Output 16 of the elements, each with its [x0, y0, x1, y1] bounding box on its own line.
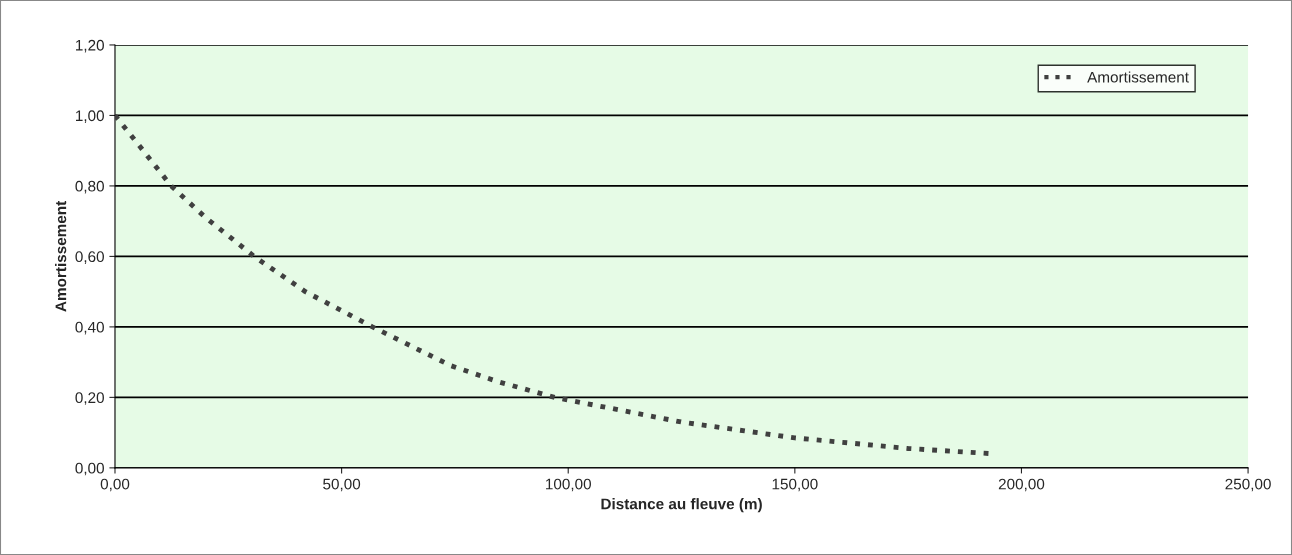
- y-tick-label: 1,00: [76, 110, 104, 123]
- y-tick-label: 0,80: [75, 180, 104, 194]
- legend-label: Amortissement: [1087, 71, 1189, 83]
- y-axis-title: Amortissement: [55, 200, 67, 312]
- x-axis-title: Distance au fleuve (m): [601, 498, 762, 513]
- y-tick-label: 0,20: [75, 392, 104, 405]
- x-tick-label: 50,00: [323, 478, 361, 492]
- x-tick-label: 0,00: [100, 478, 130, 492]
- y-tick-label: 0,00: [75, 462, 104, 476]
- x-tick-label: 200,00: [998, 478, 1045, 492]
- x-tick-label: 100,00: [546, 478, 591, 492]
- y-tick-label: 0,40: [75, 321, 104, 335]
- y-tick-label: 0,60: [75, 251, 104, 264]
- y-tick-label: 1,20: [76, 39, 104, 53]
- x-tick-label: 250,00: [1225, 478, 1271, 492]
- x-tick-label: 150,00: [772, 478, 818, 492]
